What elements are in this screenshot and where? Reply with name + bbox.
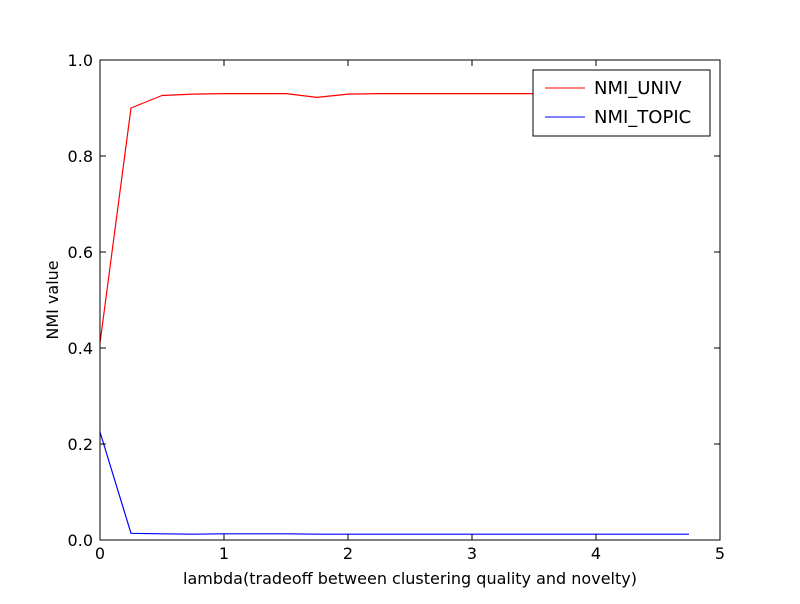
y-tick-label: 0.0 xyxy=(68,531,93,550)
y-tick-label: 0.8 xyxy=(68,147,93,166)
series-layer xyxy=(99,92,689,535)
y-axis-label: NMI value xyxy=(43,260,62,339)
x-tick-label: 1 xyxy=(219,544,229,563)
y-tick-label: 1.0 xyxy=(68,51,93,70)
y-tick-label: 0.4 xyxy=(68,339,93,358)
y-tick-label: 0.2 xyxy=(68,435,93,454)
x-tick-label: 4 xyxy=(591,544,601,563)
series-line-nmi-topic xyxy=(99,431,689,535)
x-tick-label: 2 xyxy=(343,544,353,563)
ticks-layer: 0 1 2 3 4 5 0.0 0.2 0.4 0.6 0.8 1.0 xyxy=(68,51,726,563)
x-tick-label: 3 xyxy=(467,544,477,563)
legend-label-nmi-topic: NMI_TOPIC xyxy=(594,107,691,128)
legend: NMI_UNIV NMI_TOPIC xyxy=(532,69,711,137)
plot-frame xyxy=(99,59,721,541)
y-tick-label: 0.6 xyxy=(68,243,93,262)
x-tick-label: 0 xyxy=(95,544,105,563)
legend-box xyxy=(532,69,711,137)
legend-label-nmi-univ: NMI_UNIV xyxy=(594,78,682,99)
x-axis-label: lambda(tradeoff between clustering quali… xyxy=(183,569,637,588)
x-tick-label: 5 xyxy=(715,544,725,563)
